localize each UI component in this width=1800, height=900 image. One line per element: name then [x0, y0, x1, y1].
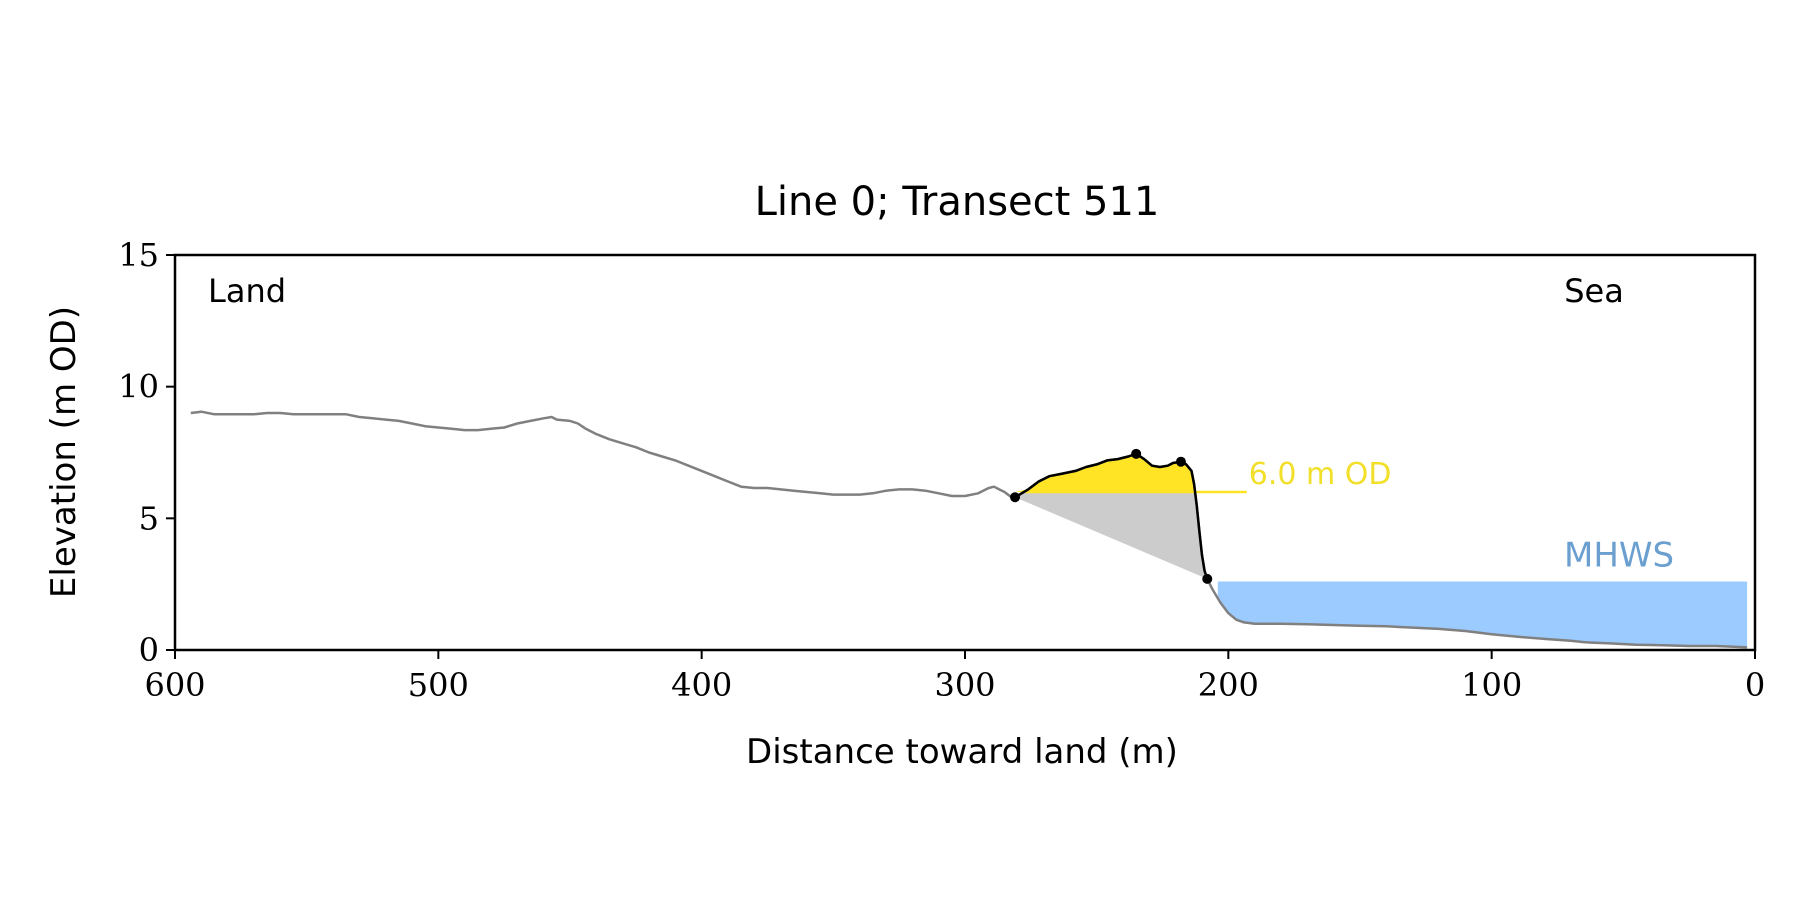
mhws-water-area: [1217, 581, 1748, 648]
y-tick-label: 15: [118, 236, 159, 274]
profile-line: [190, 410, 1748, 649]
x-tick-label: 300: [934, 666, 995, 704]
y-axis: 0 5 10 15: [118, 236, 175, 669]
dune-line: [1014, 452, 1209, 580]
chart-title: Line 0; Transect 511: [755, 179, 1160, 225]
y-tick-label: 5: [139, 499, 159, 537]
dune-marker: [1202, 573, 1213, 584]
dune-marker: [1131, 448, 1142, 459]
y-tick-label: 0: [139, 631, 159, 669]
y-axis-label: Elevation (m OD): [44, 306, 84, 598]
threshold-label: 6.0 m OD: [1249, 457, 1392, 492]
x-axis: 600 500 400 300 200 100 0: [144, 650, 1765, 704]
mhws-label: MHWS: [1564, 536, 1674, 576]
dune-above-threshold-area: [1015, 453, 1196, 492]
x-tick-label: 100: [1461, 666, 1522, 704]
x-tick-label: 500: [408, 666, 469, 704]
dune-marker: [1175, 456, 1186, 467]
dune-marker: [1010, 492, 1021, 503]
x-tick-label: 600: [144, 666, 205, 704]
x-tick-label: 200: [1198, 666, 1259, 704]
corner-label-sea: Sea: [1564, 272, 1624, 310]
plot-area: 6.0 m OD MHWS: [190, 410, 1748, 649]
dune-volume-wedge: [1015, 492, 1208, 579]
corner-label-land: Land: [208, 272, 286, 310]
x-tick-label: 0: [1745, 666, 1765, 704]
y-tick-label: 10: [118, 368, 159, 406]
x-tick-label: 400: [671, 666, 732, 704]
x-axis-label: Distance toward land (m): [746, 732, 1178, 772]
